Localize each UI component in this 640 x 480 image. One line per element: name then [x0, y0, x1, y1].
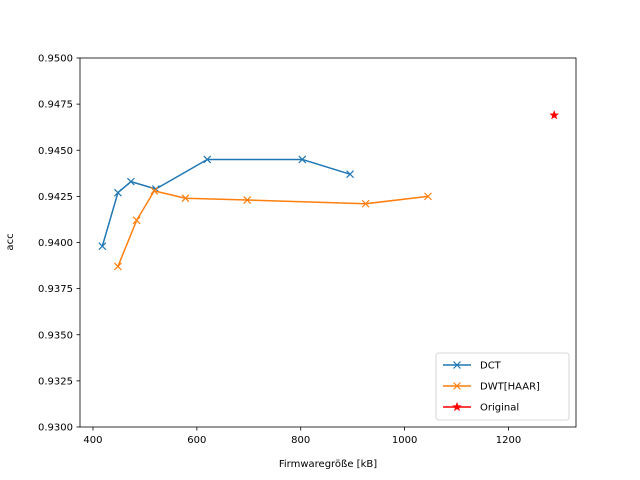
legend-entry: DWT[HAAR] — [443, 382, 540, 393]
data-point — [113, 188, 122, 197]
y-tick-label: 0.9500 — [38, 54, 73, 65]
y-tick-label: 0.9325 — [38, 376, 73, 387]
data-point — [361, 199, 370, 208]
series-dwt-haar- — [113, 186, 432, 271]
axes: 400 600 800 1000 1200 0.9300 0.9325 0.9350 0.937… — [38, 54, 577, 446]
data-point — [203, 155, 212, 164]
data-point — [126, 177, 135, 186]
data-point — [132, 216, 141, 225]
plot-area — [98, 110, 559, 271]
legend: DCT DWT[HAAR] Original — [435, 352, 570, 421]
data-point — [98, 242, 107, 251]
series-original — [549, 110, 559, 120]
y-tick-label: 0.9375 — [38, 284, 73, 295]
y-tick-label: 0.9300 — [38, 423, 73, 434]
legend-label: DCT — [480, 361, 502, 372]
data-point — [113, 262, 122, 271]
x-tick-label: 1000 — [392, 435, 417, 446]
legend-entry: DCT — [443, 361, 502, 372]
y-tick-label: 0.9450 — [38, 146, 73, 157]
y-tick-label: 0.9475 — [38, 100, 73, 111]
data-point — [346, 170, 354, 179]
data-point — [549, 110, 559, 120]
data-point — [150, 186, 159, 195]
legend-marker — [452, 401, 462, 412]
legend-marker — [453, 361, 461, 369]
legend-marker — [453, 382, 461, 390]
legend-label: DWT[HAAR] — [480, 382, 540, 393]
x-tick-label: 400 — [83, 435, 102, 446]
legend-entry: Original — [443, 401, 519, 414]
data-point — [424, 192, 432, 201]
x-axis-label: Firmwaregröße [kB] — [279, 459, 377, 470]
legend-label: Original — [480, 403, 519, 414]
x-tick-label: 600 — [187, 435, 206, 446]
legend-box — [435, 352, 570, 421]
data-point — [243, 196, 252, 204]
x-tick-label: 1200 — [496, 435, 521, 446]
x-tick-label: 800 — [291, 435, 310, 446]
y-axis-label: acc — [5, 233, 16, 250]
series-line — [116, 190, 429, 268]
y-tick-label: 0.9400 — [38, 238, 73, 249]
data-point — [181, 194, 190, 203]
data-point — [298, 155, 307, 164]
y-tick-label: 0.9425 — [38, 192, 73, 203]
y-tick-label: 0.9350 — [38, 330, 73, 341]
